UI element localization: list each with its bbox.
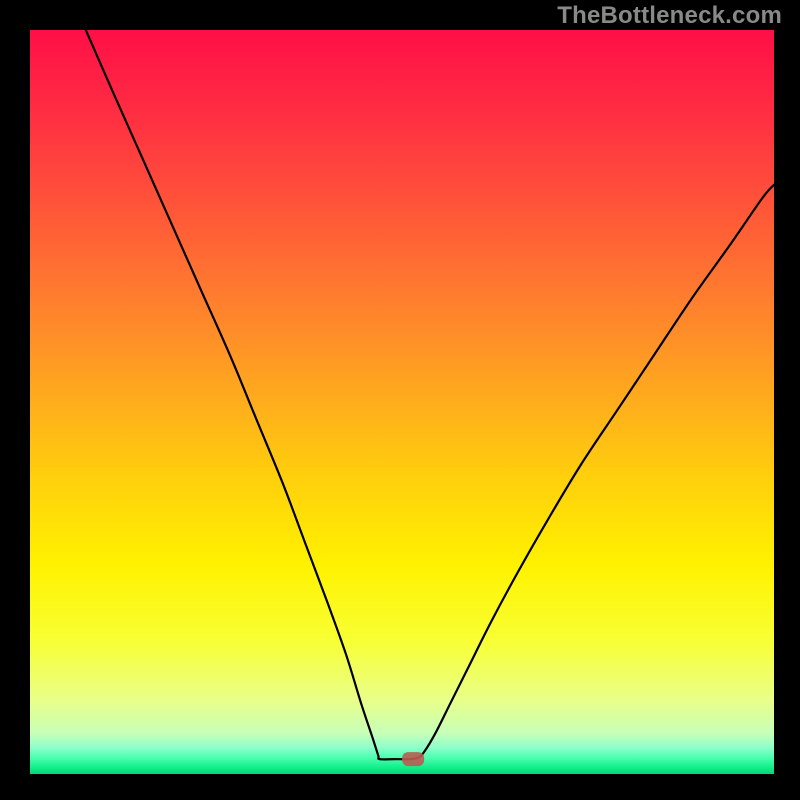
bottleneck-chart <box>0 0 800 800</box>
watermark-text: TheBottleneck.com <box>557 2 782 30</box>
plot-background <box>30 30 774 774</box>
chart-frame: TheBottleneck.com <box>0 0 800 800</box>
optimal-marker <box>402 752 424 766</box>
